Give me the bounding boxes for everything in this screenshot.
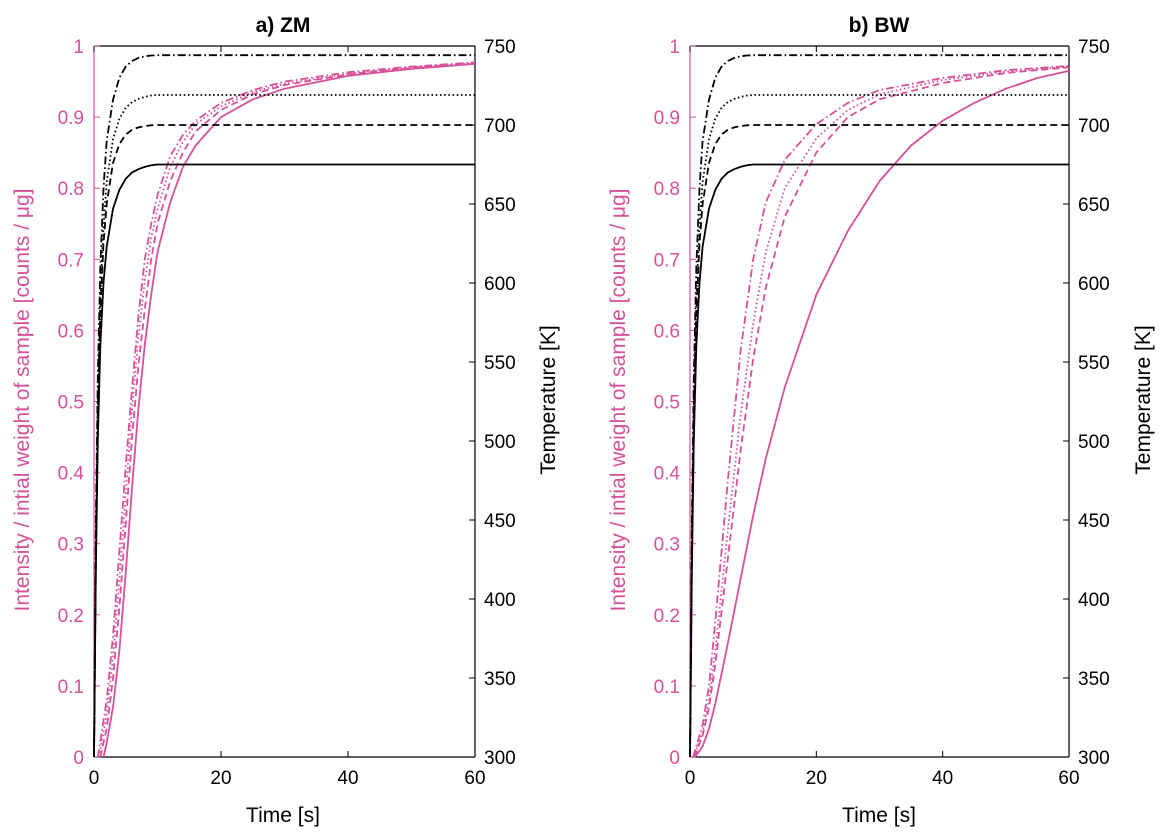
temperature-line-dashed: [689, 124, 1069, 758]
y-tick-left-label: 0: [73, 748, 84, 769]
y-tick-right-label: 700: [484, 116, 516, 137]
y-tick-left-label: 0.4: [654, 464, 681, 485]
intensity-line-solid: [694, 70, 1070, 758]
y-tick-left-label: 0: [669, 748, 680, 769]
intensity-line-dashed: [99, 62, 476, 758]
x-tick-label: 0: [685, 768, 696, 789]
y-axis-left-label: Intensity / intial weight of sample [cou…: [11, 189, 34, 612]
intensity-line-solid: [102, 62, 476, 758]
y-tick-left-label: 0.5: [654, 393, 680, 414]
x-tick-label: 20: [210, 768, 231, 789]
temperature-line-dashed: [93, 124, 475, 758]
x-axis-label: Time [s]: [246, 804, 320, 827]
x-tick-label: 0: [89, 768, 100, 789]
x-axis-label: Time [s]: [842, 804, 916, 827]
y-tick-left-label: 0.6: [58, 321, 84, 342]
y-tick-left-label: 0.4: [58, 464, 85, 485]
y-axis-right-label: Temperature [K]: [537, 325, 560, 474]
y-tick-right-label: 400: [1078, 590, 1110, 611]
x-tick-label: 60: [464, 768, 485, 789]
y-tick-right-label: 300: [484, 748, 516, 769]
y-tick-left-label: 0.7: [654, 250, 680, 271]
x-tick-label: 40: [932, 768, 953, 789]
intensity-line-dashdot: [692, 65, 1070, 758]
y-axis-right-label: Temperature [K]: [1132, 325, 1155, 474]
y-tick-right-label: 650: [1078, 195, 1110, 216]
temperature-line-dashdot: [93, 54, 475, 758]
y-tick-right-label: 650: [484, 195, 516, 216]
temperature-line-solid: [93, 163, 475, 758]
y-tick-right-label: 450: [484, 511, 516, 532]
y-tick-left-label: 1: [73, 37, 84, 58]
temperature-line-dashdot: [689, 54, 1069, 758]
y-tick-left-label: 0.6: [654, 321, 680, 342]
temperature-line-dotted: [93, 94, 475, 758]
y-tick-left-label: 1: [669, 37, 680, 58]
chart-title: a) ZM: [256, 14, 311, 37]
y-tick-left-label: 0.1: [654, 677, 680, 698]
y-tick-right-label: 500: [484, 432, 516, 453]
y-axis-left-label: Intensity / intial weight of sample [cou…: [607, 189, 630, 612]
y-tick-left-label: 0.2: [58, 606, 84, 627]
y-tick-right-label: 600: [484, 274, 516, 295]
x-tick-label: 60: [1058, 768, 1079, 789]
y-tick-left-label: 0.7: [58, 250, 84, 271]
y-tick-left-label: 0.8: [654, 179, 680, 200]
y-tick-left-label: 0.3: [654, 535, 680, 556]
y-tick-right-label: 600: [1078, 274, 1110, 295]
y-tick-right-label: 400: [484, 590, 516, 611]
y-tick-left-label: 0.3: [58, 535, 84, 556]
panel-b: b) BW Intensity / intial weight of sampl…: [607, 14, 1155, 827]
y-tick-right-label: 350: [1078, 669, 1110, 690]
y-tick-right-label: 700: [1078, 116, 1110, 137]
y-tick-right-label: 450: [1078, 511, 1110, 532]
y-tick-right-label: 550: [484, 353, 516, 374]
intensity-line-dashdot: [96, 61, 476, 758]
x-tick-label: 40: [337, 768, 358, 789]
y-tick-left-label: 0.5: [58, 393, 84, 414]
intensity-line-dashed: [693, 66, 1070, 758]
y-tick-left-label: 0.9: [654, 108, 680, 129]
intensity-line-dotted: [98, 62, 476, 758]
y-tick-left-label: 0.8: [58, 179, 84, 200]
y-tick-right-label: 750: [1078, 37, 1110, 58]
chart-title: b) BW: [849, 14, 910, 37]
y-tick-left-label: 0.1: [58, 677, 84, 698]
y-tick-left-label: 0.9: [58, 108, 84, 129]
y-tick-right-label: 300: [1078, 748, 1110, 769]
y-tick-right-label: 350: [484, 669, 516, 690]
y-tick-right-label: 550: [1078, 353, 1110, 374]
y-tick-right-label: 500: [1078, 432, 1110, 453]
panel-a: a) ZM Intensity / intial weight of sampl…: [11, 14, 560, 827]
y-tick-right-label: 750: [484, 37, 516, 58]
temperature-line-dotted: [689, 94, 1069, 758]
x-tick-label: 20: [806, 768, 827, 789]
intensity-line-dotted: [692, 65, 1070, 758]
temperature-line-solid: [689, 163, 1069, 758]
y-tick-left-label: 0.2: [654, 606, 680, 627]
